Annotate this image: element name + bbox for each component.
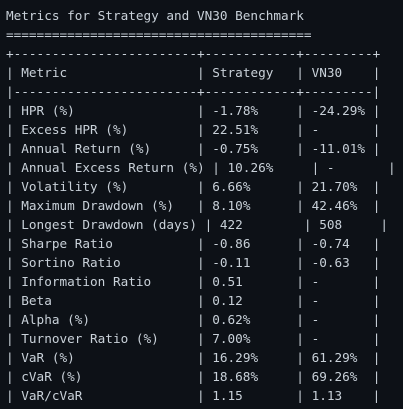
cell-vn30: -24.29% <box>311 103 366 118</box>
cell-strategy: -1.78% <box>212 103 259 118</box>
table-border-top: +------------------------+------------+-… <box>6 46 381 61</box>
cell-metric: cVaR (%) <box>21 369 83 384</box>
cell-strategy: 422 <box>219 217 243 232</box>
table-row: | VaR (%) | 16.29% | 61.29% | <box>6 350 381 365</box>
cell-vn30: 69.26% <box>311 369 358 384</box>
cell-metric: Turnover Ratio (%) <box>21 331 159 346</box>
cell-strategy: 22.51% <box>212 122 259 137</box>
terminal-output: Metrics for Strategy and VN30 Benchmark … <box>6 6 401 407</box>
cell-metric: VaR (%) <box>21 350 75 365</box>
header-metric: Metric <box>21 65 68 80</box>
table-row: | Excess HPR (%) | 22.51% | - | <box>6 122 381 137</box>
cell-strategy: -0.11 <box>212 255 251 270</box>
cell-metric: Sharpe Ratio <box>21 236 113 251</box>
table-row: | cVaR (%) | 18.68% | 69.26% | <box>6 369 381 384</box>
cell-strategy: 18.68% <box>212 369 259 384</box>
table-row: | Alpha (%) | 0.62% | - | <box>6 312 381 327</box>
cell-strategy: 16.29% <box>212 350 259 365</box>
table-row: | VaR/cVaR | 1.15 | 1.13 | <box>6 388 381 403</box>
cell-metric: Beta <box>21 293 52 308</box>
cell-strategy: 1.15 <box>212 388 243 403</box>
cell-strategy: 0.51 <box>212 274 243 289</box>
cell-vn30: - <box>311 122 320 137</box>
table-row: | Sharpe Ratio | -0.86 | -0.74 | <box>6 236 381 251</box>
table-body: | HPR (%) | -1.78% | -24.29% | | Excess H… <box>6 101 401 405</box>
table-row: | Turnover Ratio (%) | 7.00% | - | <box>6 331 381 346</box>
cell-vn30: - <box>311 331 320 346</box>
cell-metric: Alpha (%) <box>21 312 91 327</box>
cell-vn30: 21.70% <box>311 179 358 194</box>
cell-metric: Longest Drawdown (days) <box>21 217 197 232</box>
cell-metric: HPR (%) <box>21 103 75 118</box>
table-row: | HPR (%) | -1.78% | -24.29% | <box>6 103 381 118</box>
output-title: Metrics for Strategy and VN30 Benchmark <box>6 8 304 23</box>
cell-metric: Annual Excess Return (%) <box>21 160 205 175</box>
table-row: | Maximum Drawdown (%) | 8.10% | 42.46% … <box>6 198 381 213</box>
cell-vn30: -0.74 <box>311 236 350 251</box>
cell-vn30: - <box>311 293 320 308</box>
table-header-row: | Metric | Strategy | VN30 | <box>6 65 381 80</box>
table-row: | Annual Return (%) | -0.75% | -11.01% | <box>6 141 381 156</box>
cell-vn30: -0.63 <box>311 255 350 270</box>
cell-vn30: 1.13 <box>311 388 343 403</box>
table-row: | Annual Excess Return (%) | 10.26% | - … <box>6 160 396 175</box>
table-header-separator: |------------------------+------------+-… <box>6 84 381 99</box>
table-row: | Information Ratio | 0.51 | - | <box>6 274 381 289</box>
cell-metric: Information Ratio <box>21 274 152 289</box>
metrics-table: +------------------------+------------+-… <box>6 44 401 405</box>
cell-metric: Excess HPR (%) <box>21 122 129 137</box>
cell-strategy: -0.86 <box>212 236 251 251</box>
header-strategy: Strategy <box>212 65 274 80</box>
cell-vn30: -11.01% <box>311 141 366 156</box>
cell-vn30: - <box>311 312 320 327</box>
cell-metric: Sortino Ratio <box>21 255 121 270</box>
cell-vn30: 508 <box>319 217 343 232</box>
cell-vn30: 61.29% <box>311 350 358 365</box>
table-row: | Volatility (%) | 6.66% | 21.70% | <box>6 179 381 194</box>
cell-metric: Volatility (%) <box>21 179 129 194</box>
cell-strategy: 6.66% <box>212 179 251 194</box>
table-row: | Sortino Ratio | -0.11 | -0.63 | <box>6 255 381 270</box>
header-vn30: VN30 <box>311 65 343 80</box>
title-underline: ======================================== <box>6 27 312 42</box>
cell-strategy: 10.26% <box>227 160 274 175</box>
cell-metric: Maximum Drawdown (%) <box>21 198 175 213</box>
cell-strategy: 8.10% <box>212 198 251 213</box>
cell-vn30: - <box>311 274 320 289</box>
table-row: | Longest Drawdown (days) | 422 | 508 | <box>6 217 388 232</box>
cell-strategy: -0.75% <box>212 141 259 156</box>
table-row: | Beta | 0.12 | - | <box>6 293 381 308</box>
cell-vn30: 42.46% <box>311 198 358 213</box>
cell-strategy: 0.12 <box>212 293 243 308</box>
cell-strategy: 7.00% <box>212 331 251 346</box>
cell-vn30: - <box>326 160 335 175</box>
cell-metric: VaR/cVaR <box>21 388 83 403</box>
cell-metric: Annual Return (%) <box>21 141 152 156</box>
cell-strategy: 0.62% <box>212 312 251 327</box>
